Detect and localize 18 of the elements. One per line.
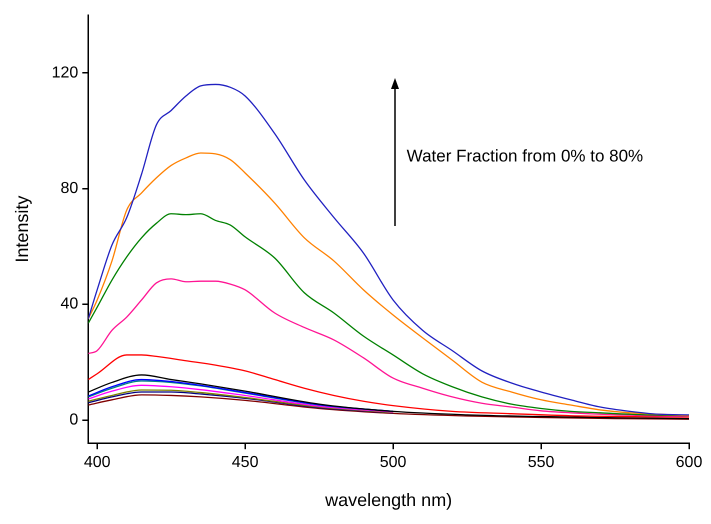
line-series bbox=[88, 84, 689, 416]
y-tick-label: 120 bbox=[52, 64, 78, 82]
y-axis-title: Intensity bbox=[12, 196, 32, 263]
y-tick-label: 80 bbox=[60, 180, 78, 197]
annotation: Water Fraction from 0% to 80% bbox=[406, 146, 644, 166]
line-series bbox=[88, 384, 394, 413]
x-tick-label: 600 bbox=[676, 454, 702, 472]
x-axis-title: wavelength nm) bbox=[324, 490, 452, 510]
line-series bbox=[88, 354, 689, 418]
y-tick-label: 40 bbox=[60, 296, 78, 313]
x-tick-label: 550 bbox=[528, 454, 554, 472]
line-series bbox=[88, 278, 689, 418]
line-series bbox=[88, 213, 689, 416]
x-tick-label: 450 bbox=[232, 454, 259, 472]
x-tick-label: 500 bbox=[380, 454, 407, 472]
y-tick-label: 0 bbox=[69, 411, 78, 428]
line-series bbox=[88, 394, 689, 420]
x-tick-label: 400 bbox=[84, 454, 111, 472]
